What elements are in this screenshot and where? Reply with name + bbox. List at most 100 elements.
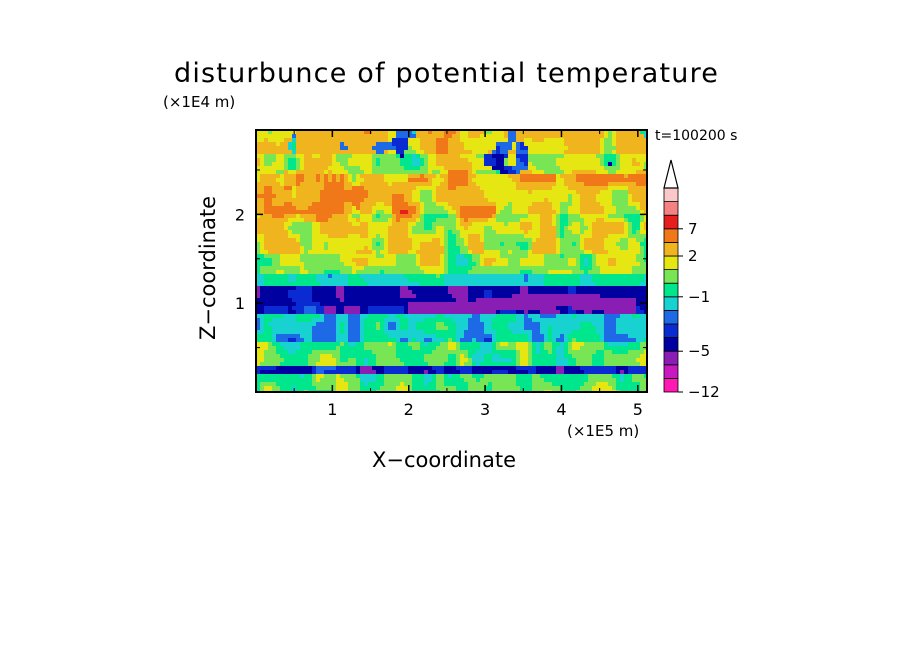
field-cell: [540, 178, 545, 183]
field-cell: [264, 206, 269, 211]
field-cell: [452, 190, 457, 195]
field-cell: [436, 214, 441, 219]
field-cell: [492, 178, 497, 183]
field-cell: [352, 206, 357, 211]
field-cell: [488, 246, 493, 251]
field-cell: [596, 174, 601, 179]
field-cell: [348, 190, 353, 195]
field-cell: [444, 242, 449, 247]
field-cell: [356, 262, 361, 267]
field-cell: [476, 274, 481, 279]
field-cell: [612, 254, 617, 259]
field-cell: [556, 206, 561, 211]
field-cell: [532, 230, 537, 235]
field-cell: [484, 194, 489, 199]
field-cell: [276, 154, 281, 159]
field-cell: [508, 130, 513, 135]
field-cell: [628, 170, 633, 175]
field-cell: [296, 222, 301, 227]
field-cell: [372, 270, 377, 275]
field-cell: [364, 138, 369, 143]
field-cell: [312, 330, 317, 335]
field-cell: [544, 326, 549, 331]
field-cell: [476, 130, 481, 135]
field-cell: [332, 138, 337, 143]
field-cell: [444, 246, 449, 251]
field-cell: [280, 258, 285, 263]
field-cell: [336, 166, 341, 171]
field-cell: [588, 150, 593, 155]
field-cell: [324, 150, 329, 155]
field-cell: [500, 162, 505, 167]
field-cell: [324, 178, 329, 183]
field-cell: [516, 330, 521, 335]
field-cell: [392, 298, 397, 303]
field-cell: [600, 190, 605, 195]
field-cell: [320, 322, 325, 327]
field-cell: [628, 234, 633, 239]
field-cell: [456, 306, 461, 311]
field-cell: [432, 318, 437, 323]
field-cell: [356, 322, 361, 327]
field-cell: [448, 166, 453, 171]
field-cell: [328, 258, 333, 263]
field-cell: [524, 226, 529, 231]
field-cell: [460, 190, 465, 195]
field-cell: [548, 206, 553, 211]
field-cell: [552, 298, 557, 303]
field-cell: [480, 242, 485, 247]
field-cell: [576, 286, 581, 291]
field-cell: [616, 310, 621, 315]
field-cell: [348, 274, 353, 279]
field-cell: [424, 134, 429, 139]
field-cell: [428, 318, 433, 323]
field-cell: [384, 282, 389, 287]
field-cell: [288, 238, 293, 243]
field-cell: [324, 218, 329, 223]
field-cell: [548, 186, 553, 191]
field-cell: [348, 310, 353, 315]
field-cell: [312, 146, 317, 151]
field-cell: [576, 218, 581, 223]
field-cell: [508, 230, 513, 235]
field-cell: [560, 134, 565, 139]
field-cell: [476, 222, 481, 227]
field-cell: [600, 326, 605, 331]
field-cell: [580, 162, 585, 167]
field-cell: [512, 274, 517, 279]
field-cell: [284, 130, 289, 135]
field-cell: [508, 154, 513, 159]
field-cell: [440, 314, 445, 319]
field-cell: [320, 214, 325, 219]
field-cell: [260, 266, 265, 271]
field-cell: [488, 194, 493, 199]
field-cell: [348, 186, 353, 191]
field-cell: [404, 294, 409, 299]
field-cell: [436, 258, 441, 263]
field-cell: [568, 330, 573, 335]
field-cell: [612, 318, 617, 323]
field-cell: [312, 234, 317, 239]
field-cell: [488, 298, 493, 303]
field-cell: [632, 222, 637, 227]
field-cell: [484, 250, 489, 255]
field-cell: [424, 218, 429, 223]
field-cell: [484, 202, 489, 207]
field-cell: [412, 186, 417, 191]
field-cell: [480, 202, 485, 207]
field-cell: [268, 194, 273, 199]
field-cell: [328, 294, 333, 299]
field-cell: [392, 318, 397, 323]
field-cell: [616, 238, 621, 243]
field-cell: [400, 330, 405, 335]
field-cell: [348, 198, 353, 203]
field-cell: [392, 330, 397, 335]
field-cell: [296, 250, 301, 255]
field-cell: [412, 182, 417, 187]
field-cell: [484, 242, 489, 247]
field-cell: [604, 326, 609, 331]
field-cell: [620, 158, 625, 163]
field-cell: [444, 310, 449, 315]
field-cell: [312, 222, 317, 227]
field-cell: [408, 262, 413, 267]
